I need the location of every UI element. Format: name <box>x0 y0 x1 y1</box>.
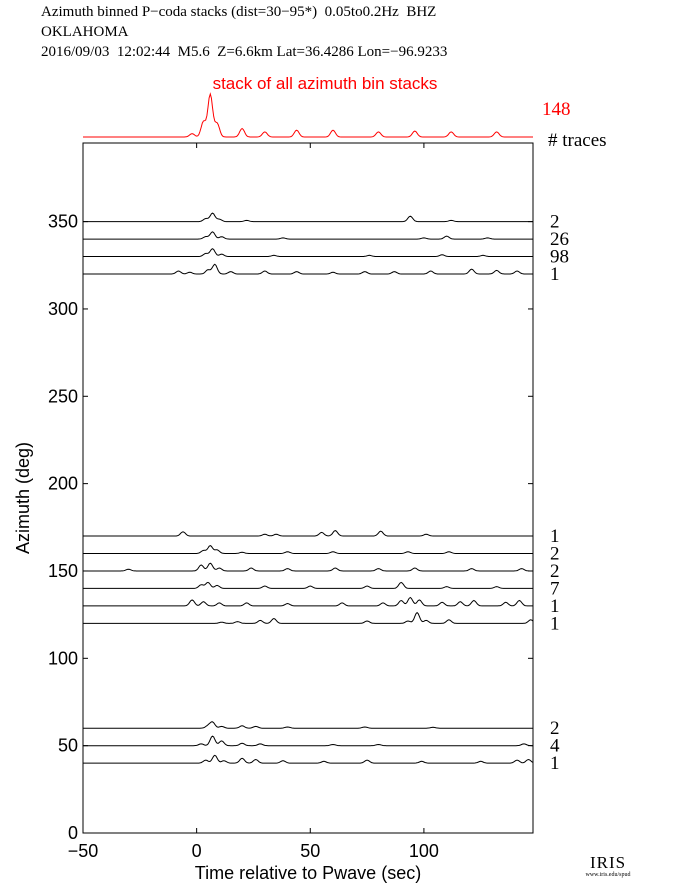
trace-count-label: 2 <box>550 561 560 582</box>
trace-count-label: 2 <box>550 718 560 739</box>
chart-title: stack of all azimuth bin stacks <box>213 74 438 93</box>
trace-azimuth-50 <box>83 735 533 747</box>
trace-count-label: 26 <box>550 229 569 250</box>
trace-count-label: 1 <box>550 596 560 617</box>
y-tick-label: 50 <box>58 736 78 756</box>
y-axis-label: Azimuth (deg) <box>13 442 33 554</box>
header-event-info: 2016/09/03 12:02:44 M5.6 Z=6.6km Lat=36.… <box>41 44 448 60</box>
header-region: OKLAHOMA <box>41 24 129 40</box>
iris-logo: IRIS www.iris.edu/spud <box>578 854 638 879</box>
iris-logo-url: www.iris.edu/spud <box>585 872 631 878</box>
trace-azimuth-350 <box>83 212 533 223</box>
trace-azimuth-330 <box>83 248 533 257</box>
trace-count-label: 1 <box>550 264 560 285</box>
stack-trace <box>83 92 533 138</box>
x-axis-label: Time relative to Pwave (sec) <box>195 863 421 883</box>
stack-layer <box>83 92 533 138</box>
y-tick-label: 100 <box>48 648 78 668</box>
plot-frame <box>82 142 534 834</box>
trace-count-label: 1 <box>550 613 560 634</box>
trace-count-label: 98 <box>550 247 569 268</box>
plot-area-border <box>82 142 534 834</box>
trace-azimuth-140 <box>83 581 533 589</box>
y-tick-label: 300 <box>48 299 78 319</box>
x-tick-label: 100 <box>409 841 439 861</box>
trace-azimuth-120 <box>83 611 534 624</box>
y-tick-label: 150 <box>48 561 78 581</box>
y-tick-label: 0 <box>68 823 78 843</box>
trace-azimuth-40 <box>83 754 534 764</box>
trace-azimuth-130 <box>83 596 533 607</box>
trace-azimuth-340 <box>83 231 533 240</box>
trace-count-label: 4 <box>550 736 560 757</box>
trace-count-label: 2 <box>550 212 560 233</box>
trace-azimuth-170 <box>83 530 533 537</box>
x-tick-label: −50 <box>68 841 99 861</box>
y-tick-label: 200 <box>48 474 78 494</box>
trace-azimuth-150 <box>83 562 533 572</box>
trace-azimuth-60 <box>83 721 533 729</box>
header-title: Azimuth binned P−coda stacks (dist=30−95… <box>41 4 437 20</box>
traces-layer <box>83 212 534 764</box>
stack-trace-count: 148 <box>542 99 571 120</box>
trace-azimuth-160 <box>83 545 533 554</box>
traces-column-header: # traces <box>548 130 607 151</box>
iris-logo-name: IRIS <box>589 853 627 872</box>
trace-count-label: 1 <box>550 526 560 547</box>
x-tick-label: 50 <box>300 841 320 861</box>
y-tick-label: 350 <box>48 212 78 232</box>
trace-azimuth-320 <box>83 263 533 275</box>
y-tick-label: 250 <box>48 386 78 406</box>
trace-count-label: 2 <box>550 544 560 565</box>
trace-count-label: 7 <box>550 578 560 599</box>
x-tick-label: 0 <box>192 841 202 861</box>
trace-count-label: 1 <box>550 753 560 774</box>
